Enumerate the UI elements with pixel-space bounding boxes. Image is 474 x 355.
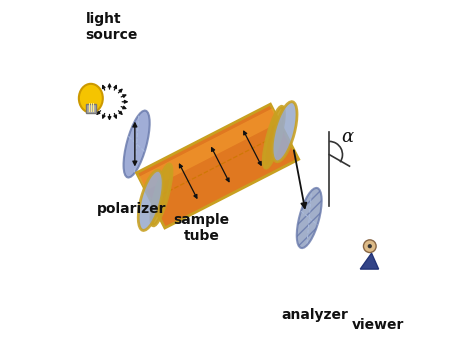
Polygon shape xyxy=(139,108,280,191)
Polygon shape xyxy=(360,253,379,269)
Ellipse shape xyxy=(297,188,322,248)
Text: polarizer: polarizer xyxy=(97,202,166,216)
Text: α: α xyxy=(341,128,353,146)
Ellipse shape xyxy=(124,111,150,178)
Text: analyzer: analyzer xyxy=(281,308,348,322)
Text: viewer: viewer xyxy=(352,318,404,332)
Circle shape xyxy=(368,244,372,248)
Ellipse shape xyxy=(79,84,103,113)
Ellipse shape xyxy=(272,102,297,162)
FancyBboxPatch shape xyxy=(86,104,96,113)
Text: light
source: light source xyxy=(85,12,138,42)
Polygon shape xyxy=(137,104,299,228)
Ellipse shape xyxy=(138,170,163,230)
Text: sample
tube: sample tube xyxy=(173,213,230,243)
Ellipse shape xyxy=(264,106,284,168)
Circle shape xyxy=(364,240,376,252)
Ellipse shape xyxy=(151,164,172,225)
